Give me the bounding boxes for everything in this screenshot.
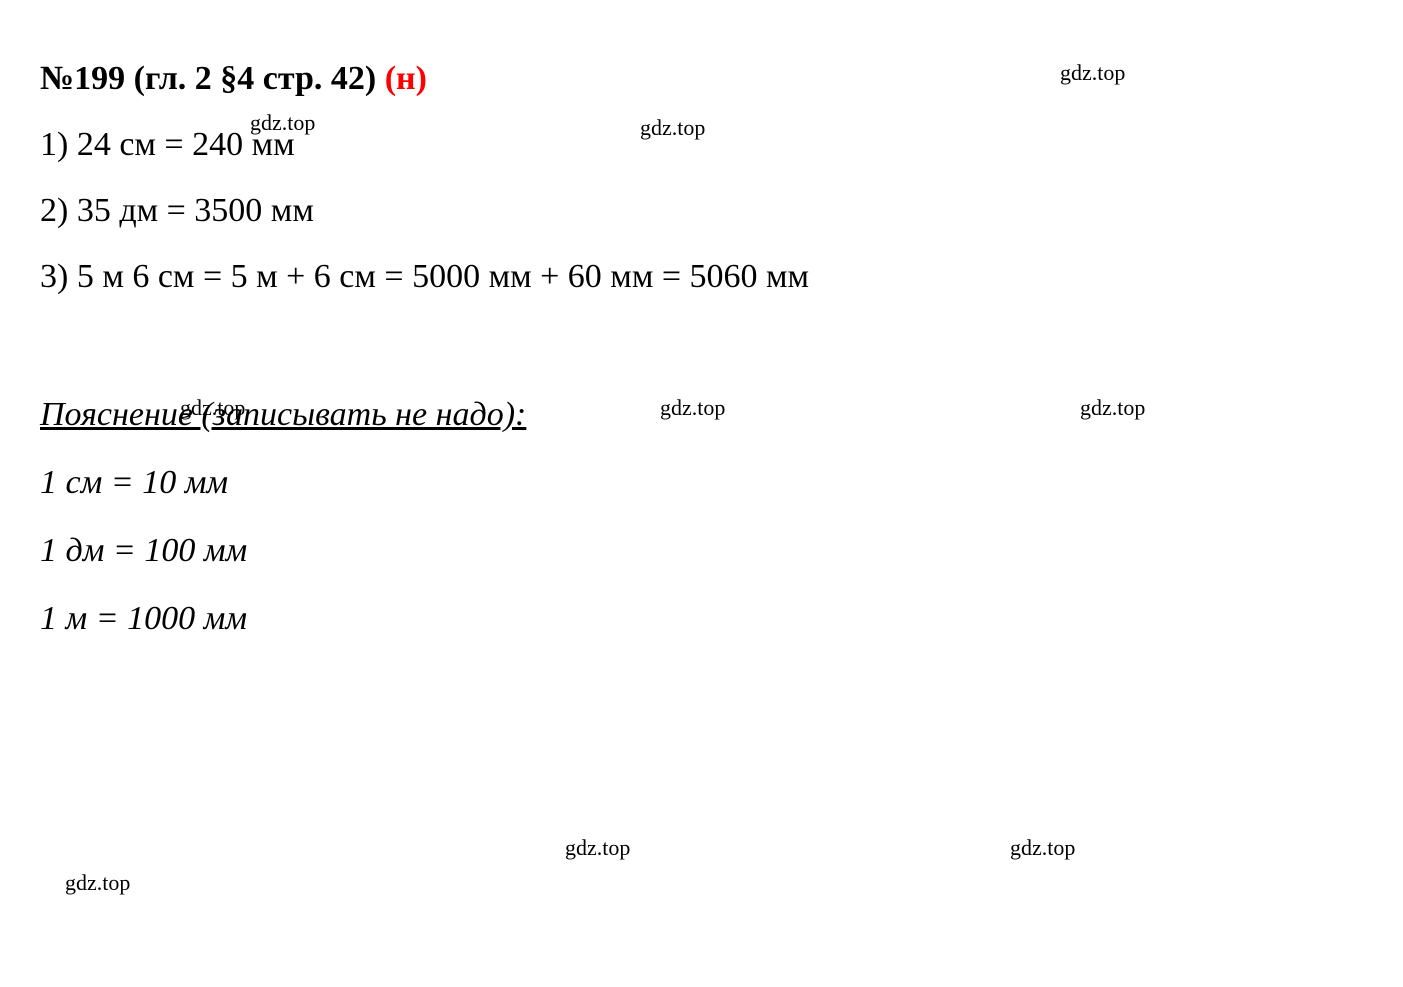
problem-number: №199 bbox=[40, 60, 125, 97]
watermark-8: gdz.top bbox=[65, 870, 130, 896]
explanation-line-1: 1 см = 10 мм bbox=[40, 464, 1363, 502]
watermark-4: gdz.top bbox=[660, 395, 725, 421]
watermark-1: gdz.top bbox=[250, 110, 315, 136]
watermark-7: gdz.top bbox=[1010, 835, 1075, 861]
problem-title: №199 (гл. 2 §4 стр. 42) (н) bbox=[40, 60, 1363, 98]
problem-marker: (н) bbox=[385, 60, 427, 97]
explanation-line-3: 1 м = 1000 мм bbox=[40, 600, 1363, 638]
watermark-3: gdz.top bbox=[180, 395, 245, 421]
chapter-reference: (гл. 2 §4 стр. 42) bbox=[134, 60, 377, 97]
watermark-6: gdz.top bbox=[565, 835, 630, 861]
watermark-0: gdz.top bbox=[1060, 60, 1125, 86]
equation-3: 3) 5 м 6 см = 5 м + 6 см = 5000 мм + 60 … bbox=[40, 258, 1363, 296]
watermark-5: gdz.top bbox=[1080, 395, 1145, 421]
equation-2: 2) 35 дм = 3500 мм bbox=[40, 192, 1363, 230]
watermark-2: gdz.top bbox=[640, 115, 705, 141]
explanation-line-2: 1 дм = 100 мм bbox=[40, 532, 1363, 570]
